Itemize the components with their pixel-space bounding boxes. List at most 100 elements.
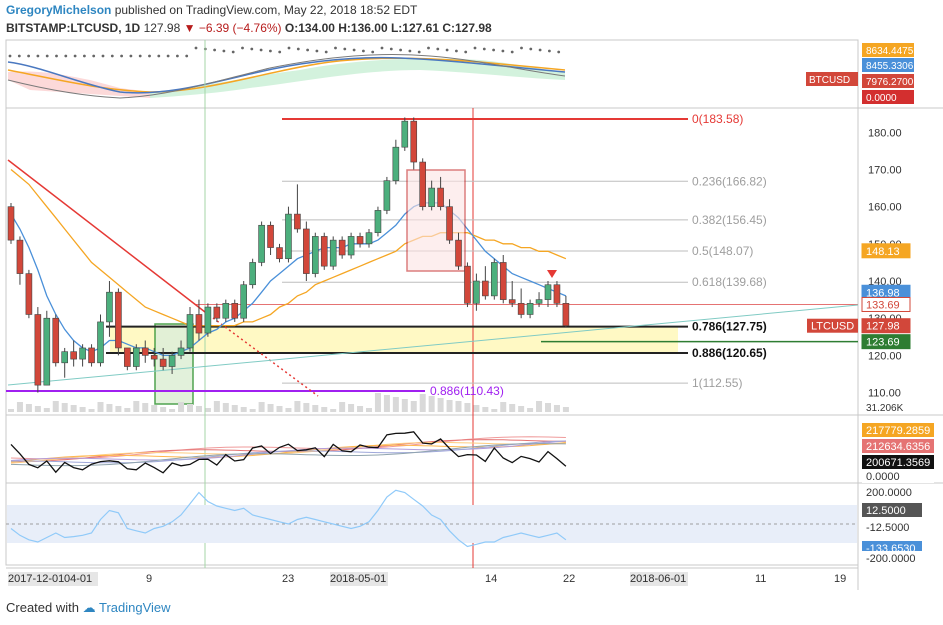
volume-bar: [285, 408, 292, 412]
candle-body: [25, 273, 33, 315]
candle-body: [52, 317, 60, 364]
price-badge: 127.98: [866, 321, 900, 333]
osc-badge: 0.0000: [866, 471, 900, 483]
volume-bar: [410, 401, 417, 412]
candle-body: [79, 347, 86, 360]
volume-bar: [16, 402, 23, 412]
cci-badge: -200.0000: [866, 553, 916, 565]
btc-dot: [64, 54, 68, 58]
btc-dot: [380, 46, 384, 50]
osc-badge: 212634.6356: [866, 441, 930, 453]
volume-bar: [43, 408, 50, 412]
btc-dot: [343, 47, 347, 51]
btc-dot: [445, 48, 449, 52]
btc-symbol-tag: BTCUSD: [809, 75, 850, 86]
fib-level-label: 1(112.55): [692, 376, 742, 390]
candle-body: [285, 213, 292, 260]
candle-body: [329, 239, 337, 267]
volume-bar: [169, 409, 176, 412]
btc-dot: [352, 48, 356, 52]
btc-dot: [324, 50, 328, 54]
volume-bar: [428, 396, 435, 412]
fib-level-label: 0.786(127.75): [692, 320, 767, 334]
btc-dot: [427, 46, 430, 50]
volume-bar: [115, 406, 122, 412]
cci-badge-bg: [862, 551, 922, 565]
volume-bar: [536, 401, 543, 412]
volume-bar: [276, 406, 283, 412]
volume-bar: [455, 401, 462, 412]
y-tick-label: 120.00: [868, 350, 902, 362]
candle-body: [526, 303, 534, 315]
candle-body: [159, 358, 167, 367]
x-range-highlight: [630, 572, 688, 586]
candle-body: [365, 232, 373, 245]
btc-price-badge: 0.0000: [866, 93, 897, 104]
volume-bar: [106, 404, 113, 412]
btc-dot: [296, 47, 300, 51]
ribbon-line: [10, 443, 566, 467]
candle-body: [276, 247, 283, 260]
btc-price-badge-bg: [862, 58, 914, 72]
cci-badge-bg: [862, 520, 922, 534]
volume-bar: [437, 398, 444, 412]
volume-bar: [204, 408, 211, 412]
y-tick-label: 170.00: [868, 164, 902, 176]
candle-body: [482, 280, 489, 297]
candle-body: [133, 347, 140, 367]
osc-badge-bg: [862, 423, 934, 437]
osc-badge-bg: [862, 469, 934, 483]
x-tick-label: 2018-05-01: [330, 573, 386, 585]
volume-bar: [366, 408, 372, 412]
btc-dot: [399, 48, 402, 52]
ribbon-line: [10, 440, 566, 464]
volume-bar: [383, 395, 390, 412]
btc-dot: [157, 54, 161, 58]
candle-body: [97, 321, 104, 364]
btc-dot: [362, 49, 365, 53]
sma-slow-line: [10, 169, 567, 327]
volume-bar: [142, 403, 149, 412]
volume-value-label: 31.206K: [866, 403, 904, 414]
volume-bar: [312, 405, 319, 412]
candle-body: [356, 236, 364, 245]
volume-bar: [25, 404, 32, 412]
osc-badge: 217779.2859: [866, 425, 930, 437]
fib-level-label: 0.382(156.45): [692, 213, 767, 227]
btc-price-badge: 8455.3306: [866, 61, 914, 72]
x-range-highlight: [8, 572, 98, 586]
x-tick-label: 22: [563, 573, 575, 585]
btc-dot: [482, 47, 486, 51]
candle-body: [553, 284, 561, 304]
volume-bar: [321, 407, 328, 412]
volume-bar: [374, 393, 381, 412]
candle-body: [258, 224, 265, 263]
candle-body: [231, 303, 239, 319]
author-name[interactable]: GregoryMichelson: [6, 3, 112, 17]
btc-dot: [417, 50, 421, 54]
candle-body: [7, 206, 15, 241]
candle-body: [464, 265, 471, 304]
btc-dot: [250, 47, 254, 51]
tradingview-logo-icon: ☁: [82, 600, 96, 615]
btc-dot: [110, 54, 114, 58]
fib-level-label: 0.236(166.82): [692, 174, 767, 188]
volume-bar: [195, 406, 202, 412]
candle-body: [177, 347, 185, 356]
btc-symbol-tag-bg: [806, 72, 858, 86]
ohlc-values: O:134.00 H:136.00 L:127.61 C:127.98: [284, 21, 492, 35]
volume-bar: [491, 409, 498, 412]
volume-bar: [70, 405, 77, 412]
candle-body: [88, 347, 95, 364]
btc-dot: [436, 47, 440, 51]
candle-body: [204, 306, 212, 334]
candle-body: [374, 210, 382, 233]
tradingview-brand[interactable]: TradingView: [99, 600, 171, 615]
price-change: ▼ −6.39 (−4.76%): [183, 21, 282, 35]
btc-dot: [538, 48, 542, 52]
candle-body: [347, 236, 355, 256]
x-tick-label: 11: [755, 573, 766, 585]
published-text: published on TradingView.com, May 22, 20…: [114, 3, 418, 17]
candle-body: [249, 262, 256, 286]
